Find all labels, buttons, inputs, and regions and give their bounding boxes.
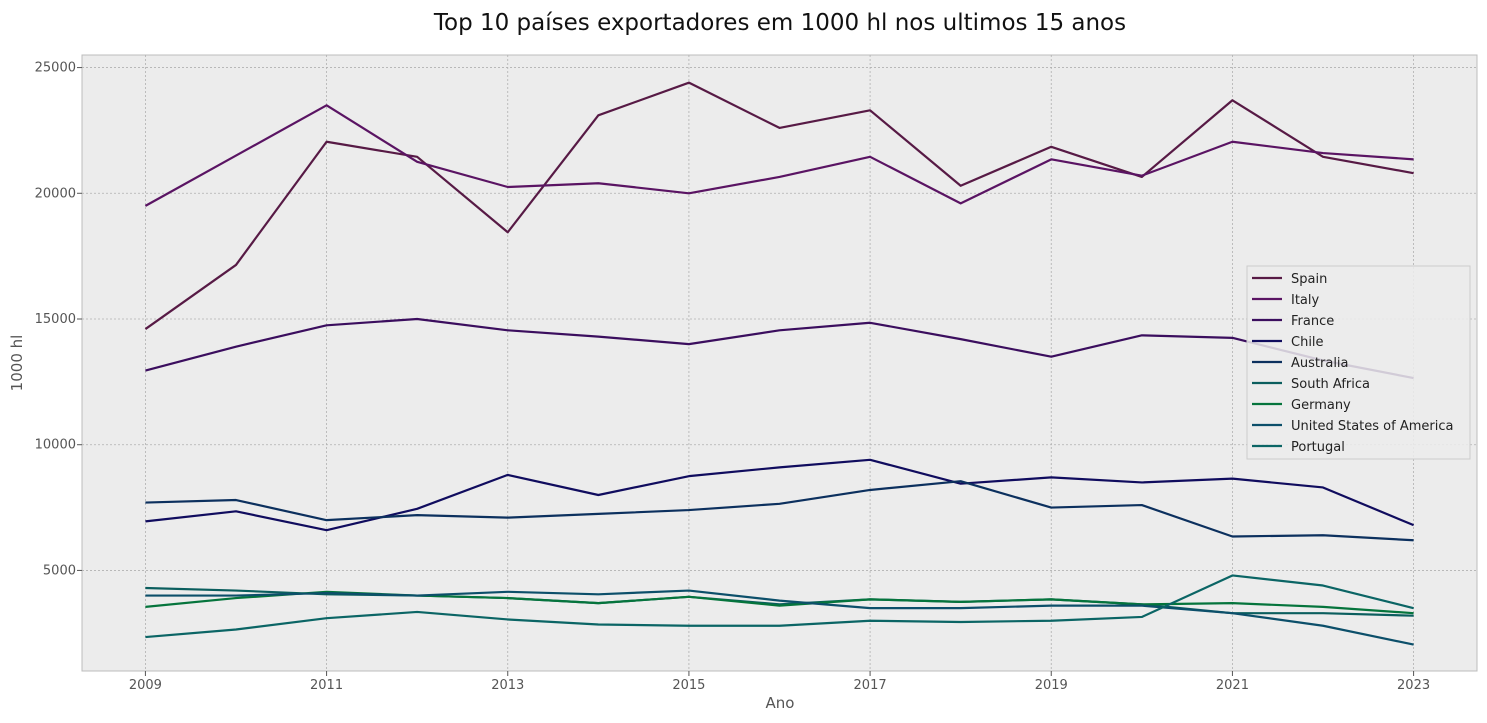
series-line-chile <box>145 458 1415 532</box>
x-tick-label: 2015 <box>672 678 705 693</box>
series-line-italy <box>144 104 1414 207</box>
y-tick-label: 25000 <box>35 61 76 76</box>
legend-label-italy: Italy <box>1291 293 1320 308</box>
y-axis-ticks: 5000 10000 15000 20000 25000 <box>35 61 82 578</box>
y-tick-label: 10000 <box>35 438 76 453</box>
x-tick-label: 2023 <box>1397 678 1430 693</box>
legend-label-germany: Germany <box>1291 398 1351 413</box>
grid-lines <box>82 55 1477 671</box>
x-tick-label: 2009 <box>129 678 162 693</box>
y-axis-label: 1000 hl <box>8 335 26 392</box>
legend-box <box>1246 265 1471 460</box>
x-tick-label: 2021 <box>1216 678 1249 693</box>
x-tick-label: 2013 <box>491 678 524 693</box>
x-axis-ticks: 2009 2011 2013 2015 2017 2019 2021 2023 <box>129 671 1430 693</box>
x-tick-label: 2019 <box>1035 678 1068 693</box>
series-line-france <box>145 317 1414 380</box>
x-tick-label: 2017 <box>854 678 887 693</box>
y-tick-label: 5000 <box>43 563 76 578</box>
legend: Spain Italy France Chile Australia South Afri… <box>1246 265 1471 460</box>
series-line-portugal <box>145 574 1414 639</box>
legend-label-france: France <box>1291 314 1334 329</box>
series-lines <box>144 81 1415 646</box>
series-line-united-states-of-america <box>145 589 1414 646</box>
legend-label-australia: Australia <box>1291 356 1349 371</box>
y-tick-label: 20000 <box>35 186 76 201</box>
x-tick-label: 2011 <box>310 678 343 693</box>
legend-label-south-africa: South Africa <box>1291 377 1370 392</box>
series-line-spain <box>144 81 1414 330</box>
series-line-australia <box>145 480 1414 542</box>
x-axis-label: Ano <box>766 694 795 712</box>
legend-label-portugal: Portugal <box>1291 440 1345 455</box>
legend-label-united-states-of-america: United States of America <box>1291 419 1453 434</box>
chart-title: Top 10 países exportadores em 1000 hl no… <box>433 10 1126 36</box>
y-tick-label: 15000 <box>35 312 76 327</box>
legend-label-spain: Spain <box>1291 272 1327 287</box>
legend-label-chile: Chile <box>1291 335 1324 350</box>
